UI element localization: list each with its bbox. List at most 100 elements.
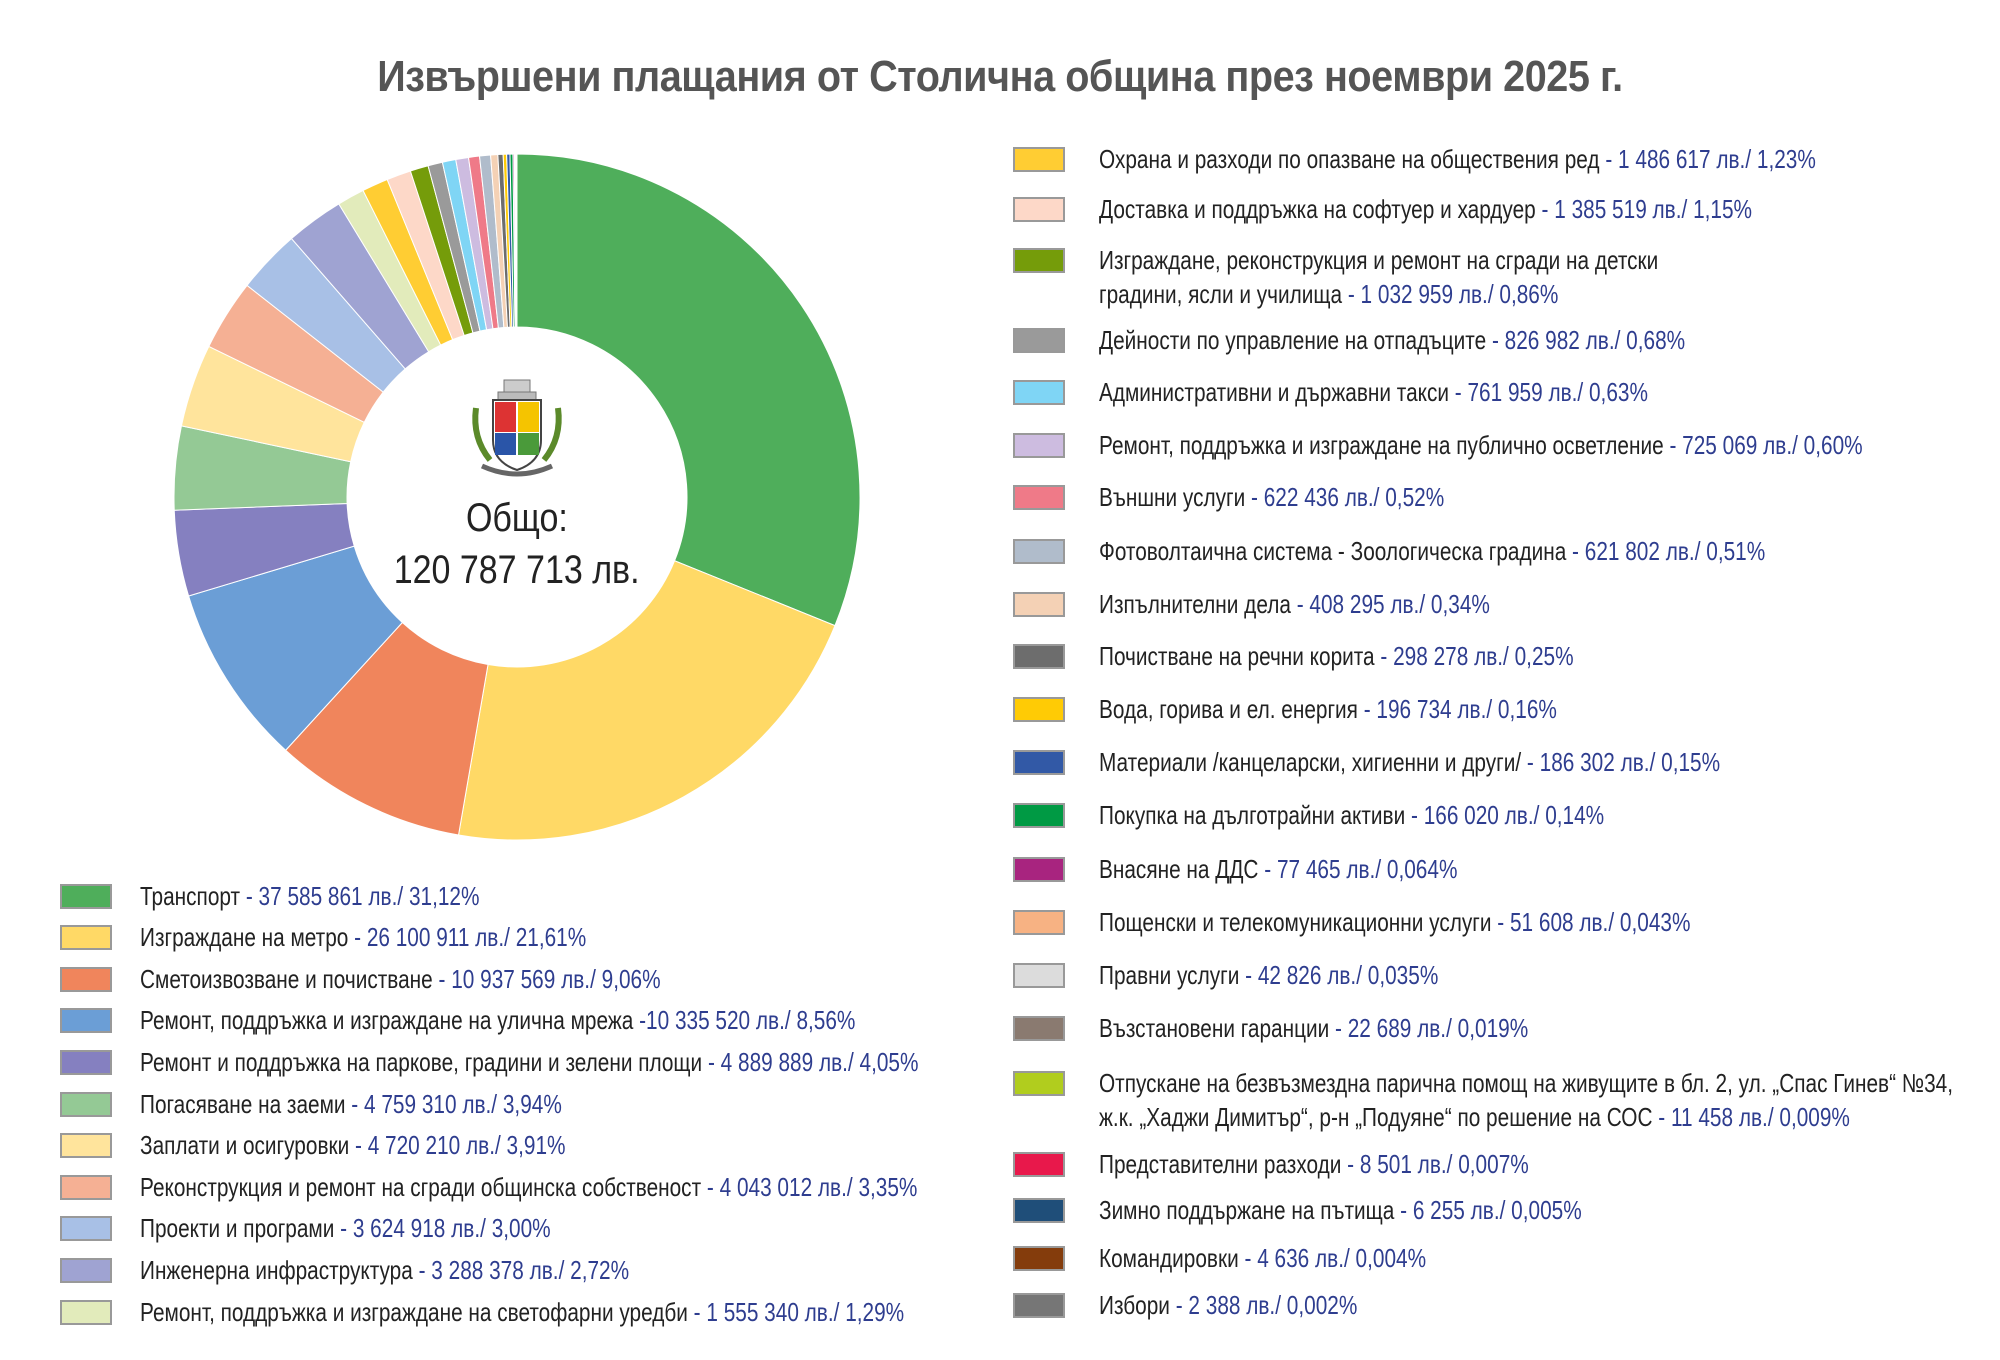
legend-percent: 0,002%: [1286, 1290, 1358, 1320]
legend-label: Материали /канцеларски, хигиенни и други…: [1099, 747, 1522, 777]
legend-amount: 1 032 959 лв.: [1360, 279, 1488, 309]
legend-text: Ремонт и поддръжка на паркове, градини и…: [140, 1045, 918, 1079]
legend-value: - 8 501 лв./ 0,007%: [1341, 1149, 1529, 1179]
legend-swatch: [1013, 328, 1065, 353]
legend-swatch: [60, 1175, 112, 1200]
legend-percent: 3,91%: [506, 1130, 566, 1160]
legend-swatch: [1013, 1246, 1065, 1271]
legend-value: - 1 486 617 лв./ 1,23%: [1599, 144, 1816, 174]
legend-text: Сметоизвозване и почистване - 10 937 569…: [140, 962, 661, 996]
legend-percent: 0,25%: [1514, 641, 1574, 671]
legend-text: Дейности по управление на отпадъците - 8…: [1099, 323, 1685, 357]
legend-percent: 1,23%: [1756, 144, 1816, 174]
legend-text: Външни услуги - 622 436 лв./ 0,52%: [1099, 480, 1444, 514]
legend-percent: 0,035%: [1367, 960, 1439, 990]
legend-text: Заплати и осигуровки - 4 720 210 лв./ 3,…: [140, 1128, 566, 1162]
legend-swatch: [1013, 910, 1065, 935]
legend-swatch: [1013, 1198, 1065, 1223]
donut-slice: [516, 153, 861, 627]
legend-percent: 0,15%: [1661, 747, 1721, 777]
legend-value: - 4 759 310 лв./ 3,94%: [345, 1089, 562, 1119]
legend-label: Командировки: [1099, 1243, 1239, 1273]
legend-amount: 4 759 310 лв.: [364, 1089, 492, 1119]
legend-label: Ремонт, поддръжка и изграждане на улична…: [140, 1005, 634, 1035]
legend-text: Доставка и поддръжка на софтуер и хардуе…: [1099, 192, 1752, 226]
legend-percent: 0,007%: [1458, 1149, 1529, 1179]
legend-text: Ремонт, поддръжка и изграждане на улична…: [140, 1003, 855, 1037]
legend-text: Ремонт, поддръжка и изграждане на светоф…: [140, 1295, 904, 1329]
legend-label: Покупка на дълготрайни активи: [1099, 800, 1406, 830]
legend-swatch: [60, 1092, 112, 1117]
legend-label: Пощенски и телекомуникационни услуги: [1099, 907, 1492, 937]
legend-label: Вода, горива и ел. енергия: [1099, 694, 1358, 724]
legend-amount: 196 734 лв.: [1376, 694, 1487, 724]
legend-value: - 6 255 лв./ 0,005%: [1394, 1195, 1582, 1225]
legend-label: Избори: [1099, 1290, 1170, 1320]
legend-swatch: [1013, 803, 1065, 828]
legend-text: Внасяне на ДДС - 77 465 лв./ 0,064%: [1099, 852, 1457, 886]
legend-text: Командировки - 4 636 лв./ 0,004%: [1099, 1241, 1426, 1275]
legend-amount: 42 826 лв.: [1257, 960, 1357, 990]
legend-percent: 0,009%: [1779, 1102, 1850, 1132]
legend-label: Ремонт, поддръжка и изграждане на публич…: [1099, 430, 1664, 460]
legend-text: Отпускане на безвъзмездна парична помощ …: [1099, 1066, 1953, 1100]
legend-swatch: [1013, 539, 1065, 564]
legend-amount: 3 624 918 лв.: [352, 1213, 481, 1243]
legend-label: Правни услуги: [1099, 960, 1240, 990]
legend-percent: 0,68%: [1626, 325, 1686, 355]
legend-text: Зимно поддържане на пътища - 6 255 лв./ …: [1099, 1193, 1582, 1227]
legend-amount: 3 288 378 лв.: [431, 1255, 559, 1285]
sofia-coat-of-arms-logo: [472, 379, 562, 477]
legend-swatch: [1013, 857, 1065, 882]
legend-percent: 3,94%: [502, 1089, 562, 1119]
legend-swatch: [1013, 592, 1065, 617]
legend-amount: 4 636 лв.: [1257, 1243, 1344, 1273]
legend-label-line2: ж.к. „Хаджи Димитър“, р-н „Подуяне“ по р…: [1099, 1102, 1653, 1132]
legend-value: - 761 959 лв./ 0,63%: [1449, 377, 1648, 407]
legend-percent: 3,00%: [491, 1213, 551, 1243]
legend-text: Изпълнителни дела - 408 295 лв./ 0,34%: [1099, 587, 1490, 621]
legend-percent: 0,019%: [1457, 1013, 1529, 1043]
legend-amount: 761 959 лв.: [1467, 377, 1578, 407]
legend-swatch: [60, 1300, 112, 1325]
legend-label: Ремонт, поддръжка и изграждане на светоф…: [140, 1297, 688, 1327]
legend-amount: 725 069 лв.: [1682, 430, 1793, 460]
legend-swatch: [60, 884, 112, 909]
legend-swatch: [60, 1258, 112, 1283]
legend-text: Пощенски и телекомуникационни услуги - 5…: [1099, 905, 1690, 939]
legend-percent: 1,15%: [1693, 194, 1753, 224]
legend-label: Охрана и разходи по опазване на обществе…: [1099, 144, 1600, 174]
legend-percent: 0,63%: [1588, 377, 1648, 407]
legend-amount: 621 802 лв.: [1584, 536, 1695, 566]
legend-amount: 298 278 лв.: [1393, 641, 1504, 671]
legend-label: Транспорт: [140, 881, 241, 911]
legend-text: Вода, горива и ел. енергия - 196 734 лв.…: [1099, 692, 1557, 726]
legend-text: Транспорт - 37 585 861 лв./ 31,12%: [140, 879, 479, 913]
legend-swatch: [1013, 697, 1065, 722]
legend-label: Административни и държавни такси: [1099, 377, 1449, 407]
legend-label: Изграждане на метро: [140, 922, 349, 952]
legend-value: - 186 302 лв./ 0,15%: [1521, 747, 1721, 777]
legend-swatch: [60, 1008, 112, 1033]
legend-text: Представителни разходи - 8 501 лв./ 0,00…: [1099, 1147, 1529, 1181]
legend-value: - 26 100 911 лв./ 21,61%: [348, 922, 587, 952]
legend-percent: 0,60%: [1803, 430, 1863, 460]
legend-swatch: [1013, 485, 1065, 510]
legend-swatch: [1013, 644, 1065, 669]
legend-value: - 2 388 лв./ 0,002%: [1169, 1290, 1358, 1320]
legend-amount: 26 100 911 лв.: [366, 922, 505, 952]
legend-percent: 4,05%: [859, 1047, 919, 1077]
legend-text: Правни услуги - 42 826 лв./ 0,035%: [1099, 958, 1438, 992]
legend-swatch: [60, 1216, 112, 1241]
legend-value: - 826 982 лв./ 0,68%: [1486, 325, 1686, 355]
legend-value: - 4 720 210 лв./ 3,91%: [349, 1130, 566, 1160]
legend-text: Реконструкция и ремонт на сгради общинск…: [140, 1170, 917, 1204]
chart-title: Извършени плащания от Столична община пр…: [377, 52, 1623, 101]
legend-value: - 22 689 лв./ 0,019%: [1329, 1013, 1529, 1043]
legend-percent: 0,16%: [1497, 694, 1557, 724]
legend-swatch: [1013, 1293, 1065, 1318]
legend-value: - 1 385 519 лв./ 1,15%: [1535, 194, 1753, 224]
legend-percent: 1,29%: [845, 1297, 905, 1327]
legend-swatch: [1013, 1071, 1065, 1096]
legend-label: Доставка и поддръжка на софтуер и хардуе…: [1099, 194, 1536, 224]
